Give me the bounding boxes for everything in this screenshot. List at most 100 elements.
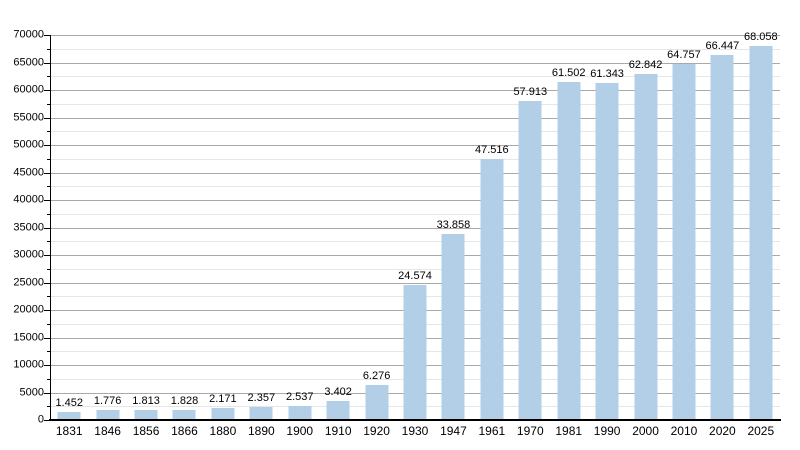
bar-value-label: 3.402	[324, 386, 352, 399]
bar	[710, 54, 734, 420]
bar	[288, 406, 312, 420]
y-tick-major	[44, 227, 50, 229]
x-tick-label: 2025	[747, 424, 775, 438]
y-tick-major	[44, 392, 50, 394]
bar-slot: 1.776	[88, 35, 126, 420]
gridline-minor	[50, 241, 780, 243]
y-tick-minor	[47, 76, 50, 78]
y-tick-minor	[47, 186, 50, 188]
bar-slot: 66.447	[703, 35, 741, 420]
gridline-major	[50, 227, 780, 229]
x-tick-label: 1930	[401, 424, 429, 438]
bar	[211, 408, 235, 420]
y-axis-line	[50, 35, 51, 421]
x-tick-label: 1831	[55, 424, 83, 438]
bar-slot: 33.858	[434, 35, 472, 420]
gridline-major	[50, 90, 780, 91]
y-tick-label: 0	[37, 413, 44, 426]
y-tick-label: 45000	[13, 166, 44, 178]
bar-value-label: 1.452	[55, 397, 83, 410]
bar-value-label: 61.343	[590, 67, 624, 80]
bar-slot: 61.502	[549, 35, 587, 420]
y-tick-major	[44, 145, 50, 146]
x-tick-label: 1910	[324, 424, 352, 438]
bar-slot: 24.574	[396, 35, 434, 420]
bar-value-label: 33.858	[436, 218, 471, 231]
x-axis-labels: 1831 1846 1856 1866 1880 1890 1900 1910 1920 1930…	[50, 425, 780, 438]
x-tick-label: 2020	[709, 424, 736, 438]
bar	[365, 385, 389, 420]
bar	[634, 74, 658, 420]
y-tick-major	[44, 90, 50, 91]
y-tick-label: 55000	[13, 111, 44, 123]
bar	[672, 63, 696, 420]
bar	[403, 284, 427, 420]
y-tick-major	[44, 365, 50, 366]
bar-slot: 62.842	[626, 35, 664, 420]
x-tick-label: 1961	[478, 424, 506, 438]
bar-value-label: 24.574	[398, 269, 432, 282]
bar-slot: 61.343	[588, 35, 626, 420]
y-tick-label: 25000	[13, 276, 44, 288]
bar-slot: 1.828	[165, 35, 203, 420]
x-axis-line	[49, 419, 781, 421]
y-tick-label: 35000	[13, 221, 44, 233]
x-tick-label: 1900	[286, 424, 314, 438]
x-tick-label: 1890	[247, 424, 275, 438]
bar-slot: 57.913	[511, 35, 549, 420]
y-tick-minor	[47, 323, 50, 325]
y-tick-label: 65000	[13, 56, 44, 68]
bars-container: 1.452 1.776 1.813 1.828 2.171 2.357 2.537 3.402…	[50, 31, 780, 420]
y-tick-minor	[47, 213, 50, 215]
gridline-major	[50, 35, 780, 36]
x-tick-label: 2000	[632, 424, 659, 438]
bar-value-label: 62.842	[628, 59, 663, 72]
bar	[557, 81, 581, 420]
y-tick-minor	[47, 351, 50, 353]
y-tick-minor	[47, 158, 50, 160]
bar-value-label: 61.502	[551, 66, 586, 79]
y-tick-major	[44, 117, 50, 119]
bar-value-label: 68.058	[743, 30, 778, 43]
bar	[96, 410, 120, 420]
bar-slot: 6.276	[357, 35, 395, 420]
bar	[249, 407, 273, 420]
gridline-major	[50, 62, 780, 64]
gridline-major	[50, 200, 780, 201]
y-tick-major	[44, 255, 50, 256]
bar	[134, 410, 158, 420]
y-tick-major	[44, 310, 50, 311]
bar-value-label: 6.276	[362, 370, 391, 383]
gridline-minor	[50, 213, 780, 215]
x-tick-label: 1880	[209, 424, 237, 438]
bar-value-label: 1.813	[132, 395, 160, 408]
bar-slot: 47.516	[473, 35, 511, 420]
y-tick-label: 10000	[13, 358, 44, 371]
gridline-major	[50, 282, 780, 284]
y-tick-minor	[47, 268, 50, 270]
y-tick-major	[44, 62, 50, 64]
y-tick-label: 60000	[13, 83, 44, 96]
bar-value-label: 66.447	[705, 39, 740, 52]
bar	[57, 412, 81, 420]
y-tick-minor	[47, 103, 50, 105]
y-tick-major	[44, 35, 50, 36]
y-tick-label: 40000	[13, 193, 44, 206]
y-tick-label: 30000	[13, 248, 44, 261]
bar-value-label: 2.171	[209, 393, 237, 406]
gridline-minor	[50, 48, 780, 50]
y-tick-major	[44, 172, 50, 174]
bar-slot: 2.537	[281, 35, 319, 420]
bar-value-label: 1.776	[93, 395, 122, 408]
bar-value-label: 57.913	[513, 86, 548, 99]
y-tick-major	[44, 200, 50, 201]
x-tick-label: 1920	[363, 424, 390, 438]
plot-area: 1.452 1.776 1.813 1.828 2.171 2.357 2.537 3.402…	[50, 31, 780, 420]
bar	[326, 401, 350, 420]
bar-value-label: 2.537	[285, 391, 314, 404]
y-tick-major	[44, 282, 50, 284]
x-tick-label: 1981	[555, 424, 583, 438]
gridline-major	[50, 117, 780, 119]
gridline-minor	[50, 103, 780, 105]
bar	[749, 45, 773, 420]
